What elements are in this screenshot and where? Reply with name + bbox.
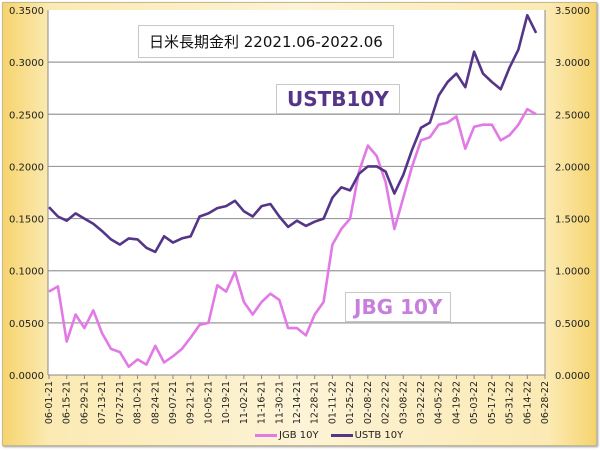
x-tick-label: 04-05-22 <box>434 381 445 424</box>
ustb-annotation: USTB10Y <box>276 84 400 114</box>
legend-item-jgb: JGB 10Y <box>255 430 319 441</box>
x-tick-label: 05-03-22 <box>469 381 480 424</box>
left-tick-label: 0.0000 <box>9 371 44 382</box>
x-tick-label: 08-10-21 <box>133 381 144 424</box>
left-tick-label: 0.3500 <box>9 6 44 17</box>
x-tick-label: 12-14-21 <box>292 381 303 424</box>
x-tick-label: 05-17-22 <box>487 381 498 424</box>
left-tick-label: 0.2000 <box>9 162 44 173</box>
x-tick-label: 10-19-21 <box>221 381 232 424</box>
x-tick-label: 11-16-21 <box>257 381 268 424</box>
chart-title: 日米長期金利 22021.06-2022.06 <box>138 25 394 58</box>
x-tick-label: 08-24-21 <box>150 381 161 424</box>
x-tick-label: 06-14-22 <box>522 381 533 424</box>
legend-swatch-jgb <box>255 434 277 437</box>
x-tick-label: 06-15-21 <box>62 381 73 424</box>
left-tick-label: 0.1500 <box>9 215 44 226</box>
right-tick-label: 3.0000 <box>555 58 590 69</box>
right-tick-label: 2.5000 <box>555 110 590 121</box>
left-tick-label: 0.3000 <box>9 58 44 69</box>
legend: JGB 10Y USTB 10Y <box>255 430 403 441</box>
x-tick-label: 01-25-22 <box>345 381 356 424</box>
x-tick-label: 07-27-21 <box>115 381 126 424</box>
plot-area <box>48 10 545 375</box>
right-tick-label: 0.0000 <box>555 371 590 382</box>
right-tick-label: 3.5000 <box>555 6 590 17</box>
legend-swatch-ustb <box>330 434 353 437</box>
x-tick-label: 06-29-21 <box>79 381 90 424</box>
right-tick-label: 1.5000 <box>555 215 590 226</box>
x-tick-label: 09-07-21 <box>168 381 179 424</box>
right-tick-label: 2.0000 <box>555 162 590 173</box>
series-line-jgb <box>48 107 537 369</box>
x-tick-label: 02-22-22 <box>381 381 392 424</box>
left-tick-label: 0.0500 <box>9 319 44 330</box>
x-tick-label: 11-30-21 <box>274 381 285 424</box>
x-tick-label: 06-01-21 <box>44 381 55 424</box>
x-tick-label: 03-08-22 <box>398 381 409 424</box>
x-tick-label: 10-05-21 <box>203 381 214 424</box>
x-tick-label: 06-28-22 <box>540 381 551 424</box>
left-tick-label: 0.2500 <box>9 110 44 121</box>
x-tick-label: 11-02-21 <box>239 381 250 424</box>
x-tick-label: 05-31-22 <box>505 381 516 424</box>
x-tick-label: 07-13-21 <box>97 381 108 424</box>
x-tick-label: 01-11-22 <box>327 381 338 424</box>
jgb-annotation: JBG 10Y <box>345 292 452 322</box>
legend-label: JGB 10Y <box>279 430 319 441</box>
x-tick-label: 09-21-21 <box>186 381 197 424</box>
right-tick-label: 0.5000 <box>555 319 590 330</box>
x-tick-label: 02-08-22 <box>363 381 374 424</box>
legend-label: USTB 10Y <box>354 430 404 441</box>
legend-item-ustb: USTB 10Y <box>330 430 404 441</box>
x-tick-label: 04-19-22 <box>451 381 462 424</box>
series-line-ustb <box>48 13 538 254</box>
x-tick-label: 12-28-21 <box>310 381 321 424</box>
right-tick-label: 1.0000 <box>555 267 590 278</box>
left-tick-label: 0.1000 <box>9 267 44 278</box>
x-tick-label: 03-22-22 <box>416 381 427 424</box>
